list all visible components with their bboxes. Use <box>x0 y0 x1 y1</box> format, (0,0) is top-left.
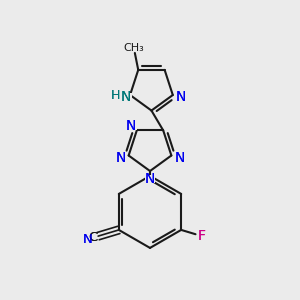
Bar <box>83 236 92 243</box>
Text: N: N <box>83 233 92 246</box>
Text: N: N <box>174 151 184 165</box>
Bar <box>174 154 185 162</box>
Text: N: N <box>145 172 155 186</box>
Bar <box>145 175 155 183</box>
Text: N: N <box>176 90 186 104</box>
Text: N: N <box>116 151 126 165</box>
Text: N: N <box>121 90 131 104</box>
Text: N: N <box>145 172 155 186</box>
Text: C: C <box>88 231 97 244</box>
Text: N: N <box>176 90 186 104</box>
Bar <box>115 154 126 162</box>
Bar <box>126 122 136 130</box>
Text: CH₃: CH₃ <box>124 43 144 53</box>
Bar <box>176 93 186 101</box>
Text: H: H <box>111 89 120 102</box>
Bar <box>110 92 121 100</box>
Text: N: N <box>126 119 136 134</box>
Bar <box>197 232 206 240</box>
Text: C: C <box>88 231 97 244</box>
Text: N: N <box>83 233 92 246</box>
Bar <box>88 234 97 242</box>
Bar <box>121 93 131 101</box>
Text: N: N <box>116 151 126 165</box>
Text: H: H <box>111 89 120 102</box>
Text: F: F <box>198 229 206 243</box>
Text: F: F <box>198 229 206 243</box>
Text: N: N <box>126 119 136 134</box>
Text: N: N <box>121 90 131 104</box>
Text: N: N <box>174 151 184 165</box>
